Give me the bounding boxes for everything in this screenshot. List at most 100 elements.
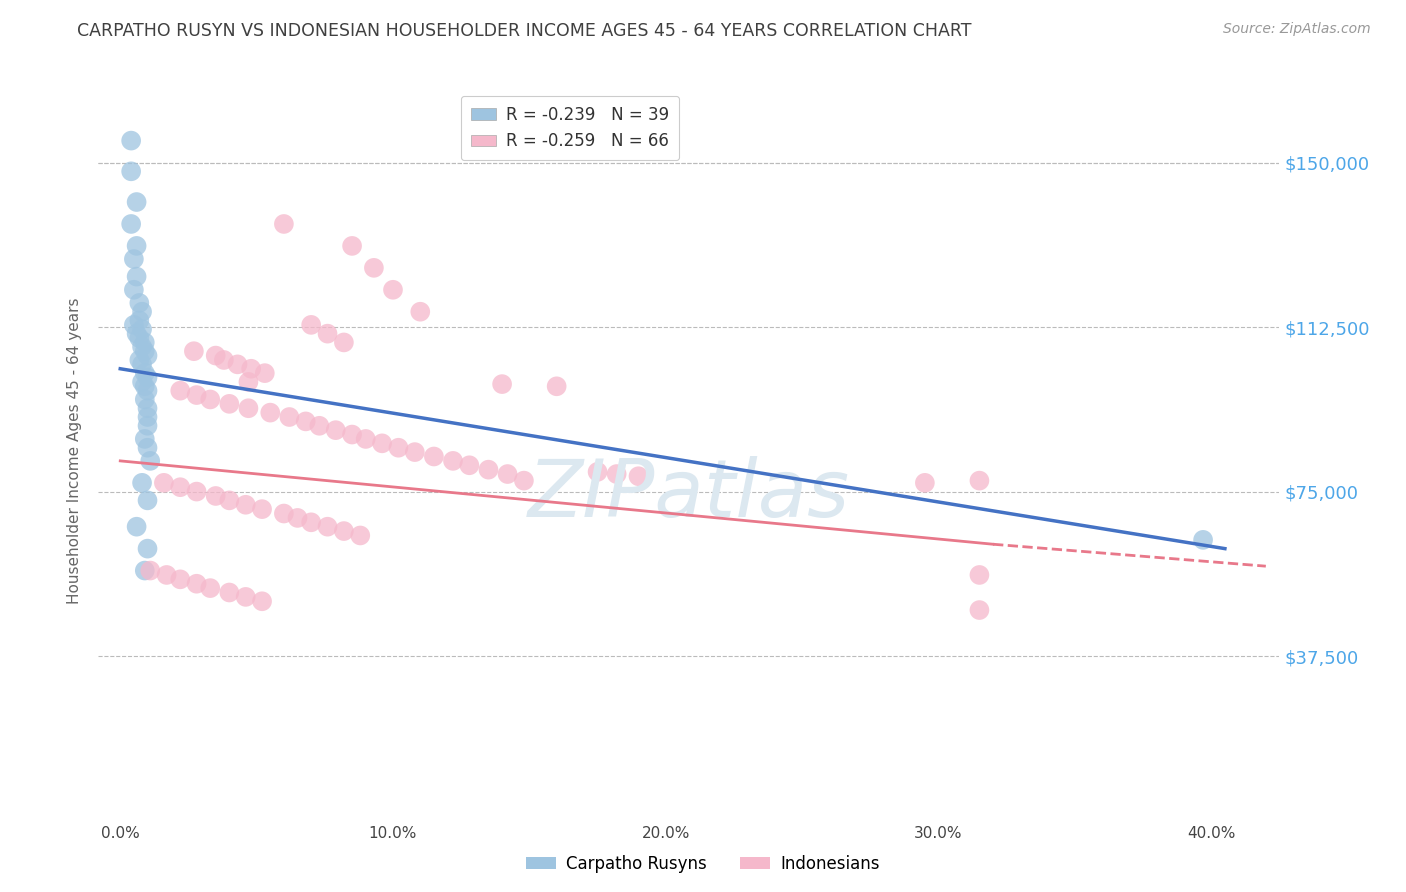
Point — [363, 260, 385, 275]
Point — [259, 406, 281, 420]
Point — [333, 524, 356, 538]
Point — [226, 357, 249, 371]
Point — [354, 432, 377, 446]
Point — [218, 397, 240, 411]
Point — [134, 564, 156, 578]
Point — [139, 454, 162, 468]
Point — [169, 384, 191, 398]
Point — [218, 493, 240, 508]
Point — [409, 304, 432, 318]
Point — [546, 379, 568, 393]
Point — [606, 467, 628, 481]
Point — [316, 519, 339, 533]
Point — [186, 484, 208, 499]
Point — [136, 493, 159, 508]
Point — [458, 458, 481, 473]
Point — [125, 194, 148, 209]
Point — [496, 467, 519, 481]
Point — [136, 418, 159, 433]
Point — [969, 474, 991, 488]
Point — [131, 375, 153, 389]
Point — [204, 489, 226, 503]
Point — [136, 349, 159, 363]
Point — [299, 318, 322, 332]
Point — [273, 507, 295, 521]
Point — [183, 344, 205, 359]
Point — [134, 432, 156, 446]
Point — [128, 313, 150, 327]
Point — [155, 568, 177, 582]
Point — [131, 322, 153, 336]
Point — [513, 474, 536, 488]
Point — [316, 326, 339, 341]
Point — [131, 475, 153, 490]
Point — [136, 409, 159, 424]
Point — [250, 502, 273, 516]
Point — [969, 603, 991, 617]
Point — [308, 418, 330, 433]
Point — [253, 366, 276, 380]
Point — [125, 269, 148, 284]
Text: Source: ZipAtlas.com: Source: ZipAtlas.com — [1223, 22, 1371, 37]
Y-axis label: Householder Income Ages 45 - 64 years: Householder Income Ages 45 - 64 years — [67, 297, 83, 604]
Point — [128, 331, 150, 345]
Point — [200, 392, 222, 407]
Point — [122, 283, 145, 297]
Point — [441, 454, 464, 468]
Point — [299, 516, 322, 530]
Point — [134, 392, 156, 407]
Point — [1192, 533, 1215, 547]
Point — [136, 441, 159, 455]
Point — [131, 340, 153, 354]
Point — [387, 441, 409, 455]
Point — [131, 304, 153, 318]
Point — [371, 436, 394, 450]
Point — [169, 480, 191, 494]
Point — [491, 377, 513, 392]
Point — [969, 568, 991, 582]
Point — [128, 296, 150, 310]
Point — [120, 164, 142, 178]
Point — [139, 564, 162, 578]
Point — [134, 344, 156, 359]
Point — [122, 252, 145, 266]
Point — [477, 463, 499, 477]
Point — [340, 427, 363, 442]
Point — [125, 239, 148, 253]
Point — [204, 349, 226, 363]
Point — [134, 366, 156, 380]
Point — [278, 409, 301, 424]
Point — [134, 335, 156, 350]
Point — [238, 401, 260, 416]
Point — [340, 239, 363, 253]
Point — [273, 217, 295, 231]
Point — [120, 134, 142, 148]
Point — [125, 326, 148, 341]
Point — [136, 384, 159, 398]
Point — [287, 511, 309, 525]
Point — [186, 576, 208, 591]
Point — [382, 283, 405, 297]
Point — [169, 572, 191, 586]
Text: CARPATHO RUSYN VS INDONESIAN HOUSEHOLDER INCOME AGES 45 - 64 YEARS CORRELATION C: CARPATHO RUSYN VS INDONESIAN HOUSEHOLDER… — [77, 22, 972, 40]
Point — [333, 335, 356, 350]
Legend: Carpatho Rusyns, Indonesians: Carpatho Rusyns, Indonesians — [520, 848, 886, 880]
Point — [235, 498, 257, 512]
Text: ZIPatlas: ZIPatlas — [527, 456, 851, 534]
Legend: R = -0.239   N = 39, R = -0.259   N = 66: R = -0.239 N = 39, R = -0.259 N = 66 — [461, 96, 679, 161]
Point — [240, 361, 263, 376]
Point — [134, 379, 156, 393]
Point — [423, 450, 446, 464]
Point — [914, 475, 936, 490]
Point — [125, 519, 148, 533]
Point — [128, 353, 150, 368]
Point — [131, 357, 153, 371]
Point — [186, 388, 208, 402]
Point — [235, 590, 257, 604]
Point — [627, 469, 650, 483]
Point — [250, 594, 273, 608]
Point — [404, 445, 426, 459]
Point — [212, 353, 235, 368]
Point — [349, 528, 371, 542]
Point — [200, 581, 222, 595]
